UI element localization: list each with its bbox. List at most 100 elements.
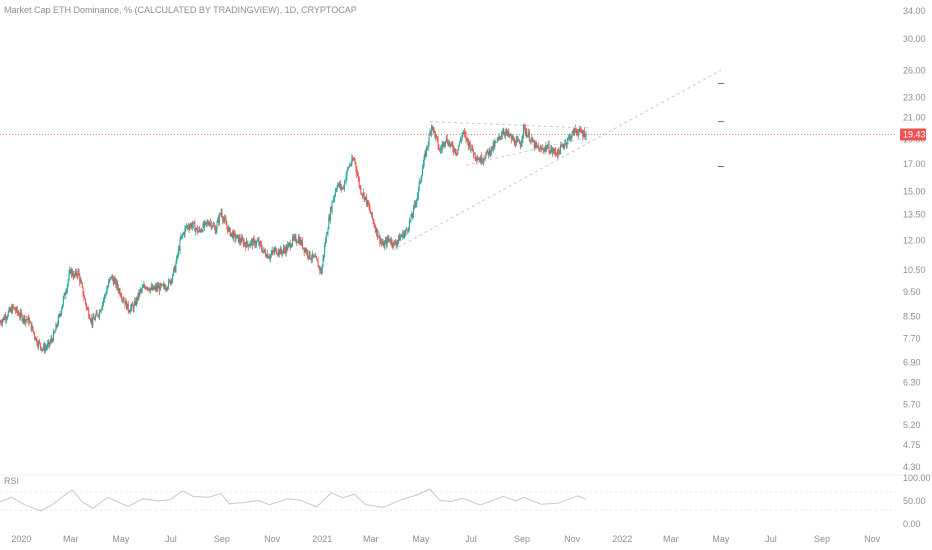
candle-body (235, 238, 237, 239)
candle-body (282, 251, 284, 254)
candle-body (79, 274, 81, 282)
candle-body (314, 256, 316, 258)
candle-body (226, 224, 228, 227)
candle-body (164, 287, 166, 290)
candle-body (329, 217, 331, 220)
time-tick-label: Jul (465, 534, 477, 544)
candle-body (238, 237, 240, 243)
candle-body (531, 137, 533, 139)
candle-body (549, 152, 551, 154)
candle-body (429, 132, 431, 135)
candle-body (341, 188, 343, 189)
candle-body (267, 254, 269, 258)
candle-body (212, 225, 214, 227)
candle-body (540, 147, 542, 149)
candle-body (301, 240, 303, 245)
candle-body (47, 341, 49, 344)
candle-body (239, 237, 241, 242)
candle-body (515, 139, 517, 146)
candle-body (554, 149, 556, 152)
candle-body (325, 233, 327, 242)
candle-body (58, 314, 60, 317)
candle-body (472, 145, 474, 152)
candle-body (133, 304, 135, 310)
candle-body (157, 285, 159, 289)
candle-body (542, 148, 544, 150)
candle-body (419, 181, 421, 183)
candle-body (131, 304, 133, 306)
candle-body (408, 221, 410, 229)
candle-body (195, 228, 197, 232)
candle-body (516, 139, 518, 141)
candle-body (315, 256, 317, 260)
candle-body (392, 244, 394, 247)
candle-body (213, 225, 215, 227)
candle-body (443, 142, 445, 146)
candle-body (362, 194, 364, 196)
candle-body (163, 284, 165, 286)
time-axis[interactable]: 2020 Mar May Jul Sep Nov 2021 Mar May Jul Sep Nov 20… (11, 534, 880, 544)
candle-body (400, 236, 402, 238)
candle-body (320, 268, 322, 271)
rsi-pane[interactable]: RSI (0, 476, 896, 512)
candle-body (329, 207, 331, 220)
candle-body (438, 147, 440, 150)
upper-trendline[interactable] (429, 121, 592, 129)
candle-body (440, 148, 442, 150)
price-pane[interactable] (0, 69, 932, 476)
time-tick-label: Sep (514, 534, 530, 544)
candle-body (449, 142, 451, 146)
candle-body (0, 321, 1, 323)
candle-body (305, 249, 307, 253)
candle-body (50, 338, 52, 342)
candle-body (93, 316, 95, 320)
candle-body (76, 275, 78, 276)
candle-body (21, 314, 23, 321)
candle-body (530, 138, 532, 142)
price-axis[interactable]: 34.0030.0026.0023.0021.0019.0017.0015.00… (900, 6, 926, 472)
candle-body (289, 243, 291, 248)
candle-body (500, 135, 502, 138)
time-tick-label: May (712, 534, 730, 544)
candle-body (460, 139, 462, 141)
price-tick-label: 8.50 (903, 312, 921, 322)
candle-body (254, 239, 256, 246)
candle-body (288, 243, 290, 245)
candle-body (405, 229, 407, 232)
candle-body (565, 141, 567, 144)
candle-body (304, 249, 306, 252)
candle-body (320, 268, 322, 274)
candle-body (163, 284, 165, 288)
candle-body (317, 261, 319, 268)
candle-body (455, 152, 457, 154)
candle-body (514, 144, 516, 146)
candle-body (13, 306, 15, 308)
candle-body (250, 241, 252, 245)
candle-body (20, 312, 22, 317)
price-tick-label: 34.00 (903, 6, 926, 16)
lower-trendline[interactable] (392, 69, 722, 251)
candle-body (68, 273, 70, 280)
candle-body (270, 253, 272, 255)
candle-body (197, 231, 199, 233)
candle-body (95, 312, 97, 317)
candle-body (38, 341, 40, 347)
candle-body (471, 145, 473, 150)
candle-body (279, 248, 281, 255)
candle-body (144, 285, 146, 288)
candle-body (49, 341, 51, 345)
candle-body (195, 227, 197, 229)
candle-body (573, 130, 575, 136)
candle-body (519, 143, 521, 147)
price-tick-label: 4.75 (903, 440, 921, 450)
candle-body (228, 227, 230, 232)
candle-body (321, 265, 323, 274)
candle-body (366, 196, 368, 205)
candle-body (165, 288, 167, 290)
support-trendline[interactable] (465, 136, 588, 166)
candle-body (6, 317, 8, 320)
candle-body (395, 244, 397, 246)
candle-body (579, 128, 581, 130)
candle-body (115, 279, 117, 287)
candle-body (570, 136, 572, 140)
